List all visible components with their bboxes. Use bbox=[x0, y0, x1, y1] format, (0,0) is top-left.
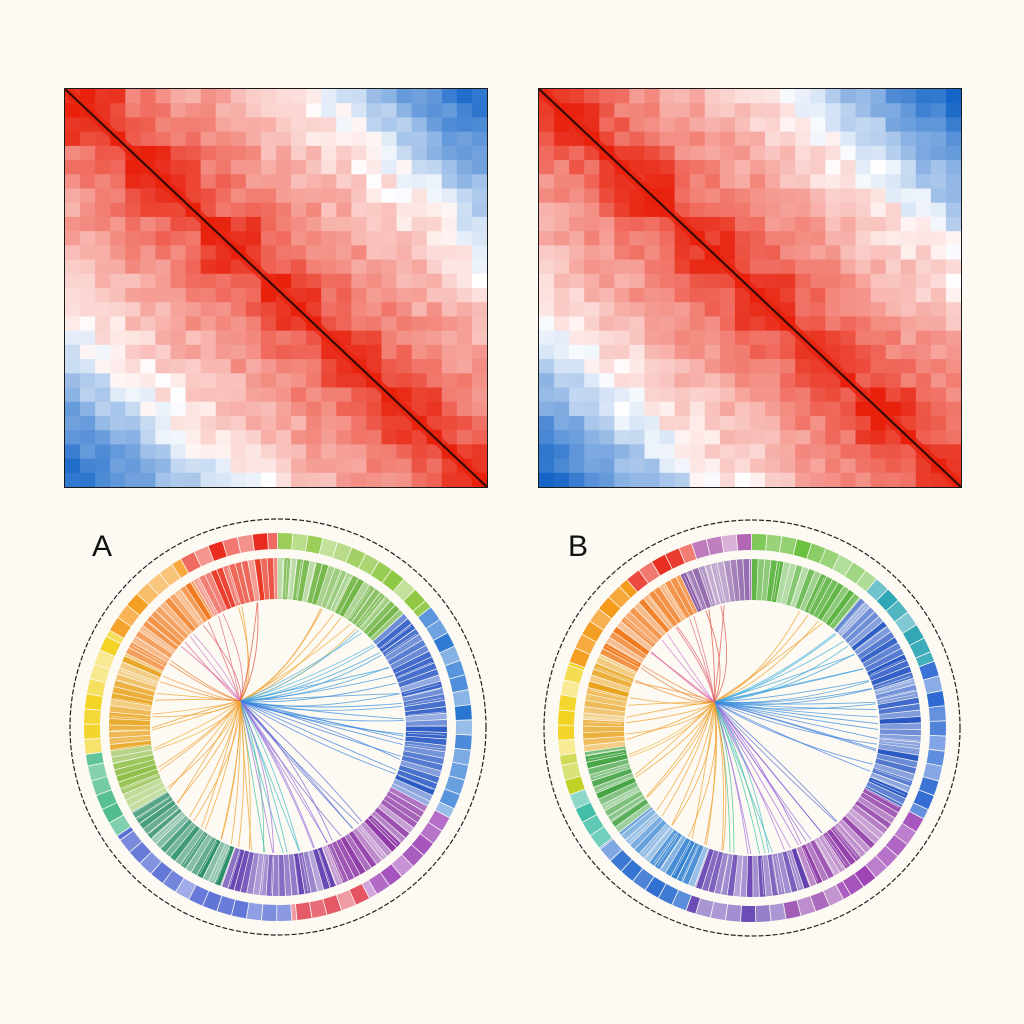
panel-label-a: A bbox=[92, 530, 113, 563]
circos-plot-a bbox=[69, 518, 487, 936]
heatmap-right bbox=[538, 88, 962, 488]
panel-label-b: B bbox=[568, 530, 589, 563]
heatmap-left bbox=[64, 88, 488, 488]
circos-plot-b bbox=[543, 519, 961, 937]
heatmap-left-canvas bbox=[65, 89, 487, 487]
heatmap-right-canvas bbox=[539, 89, 961, 487]
